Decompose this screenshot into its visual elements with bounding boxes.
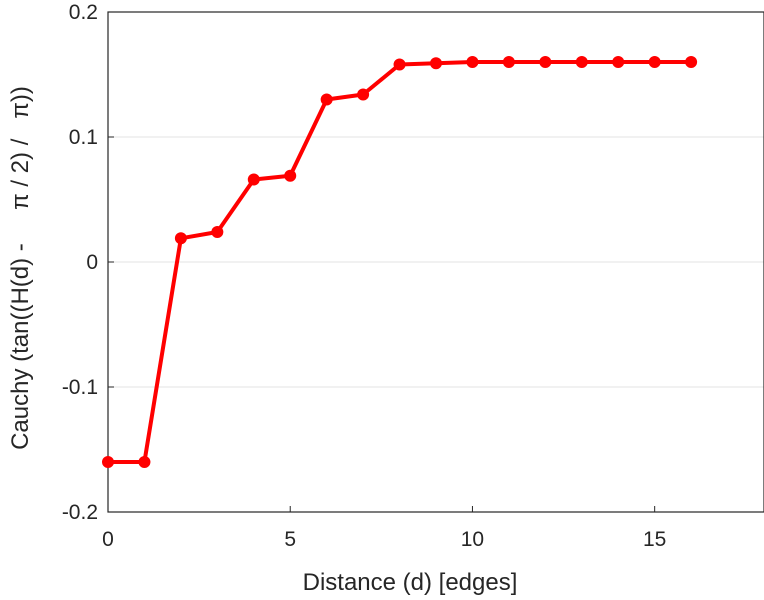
data-point	[393, 58, 406, 71]
data-point	[357, 88, 370, 101]
y-tick-label: -0.2	[62, 501, 98, 524]
data-point	[138, 456, 151, 468]
data-point	[211, 226, 224, 238]
data-point	[685, 56, 698, 68]
grid-lines	[108, 136, 764, 388]
data-point	[247, 173, 260, 186]
y-tick-label: 0	[86, 251, 98, 274]
series-layer	[102, 56, 698, 468]
data-point	[539, 56, 552, 68]
data-point	[466, 56, 479, 68]
data-point	[174, 232, 187, 245]
data-point	[284, 169, 297, 182]
y-tick-label: 0.1	[69, 126, 98, 149]
x-tick-label: 15	[643, 528, 666, 551]
x-tick-label: 5	[284, 528, 296, 551]
data-point	[612, 56, 625, 68]
y-tick-label: -0.1	[62, 376, 98, 399]
data-point	[430, 57, 442, 70]
data-point	[648, 56, 661, 68]
data-point	[320, 93, 333, 106]
y-axis-label: Cauchy (tan((H(d) - π / 2) / π))	[7, 86, 34, 450]
x-tick-label: 10	[461, 528, 484, 551]
x-axis-label: Distance (d) [edges]	[303, 569, 518, 596]
data-point	[575, 56, 588, 68]
axis-ticks: -0.2 -0.1 0 0.1 0.2 0 5 10 15	[62, 1, 667, 551]
data-point	[102, 456, 114, 468]
data-point	[502, 56, 515, 68]
y-tick-label: 0.2	[69, 1, 98, 24]
x-tick-label: 0	[102, 528, 114, 551]
